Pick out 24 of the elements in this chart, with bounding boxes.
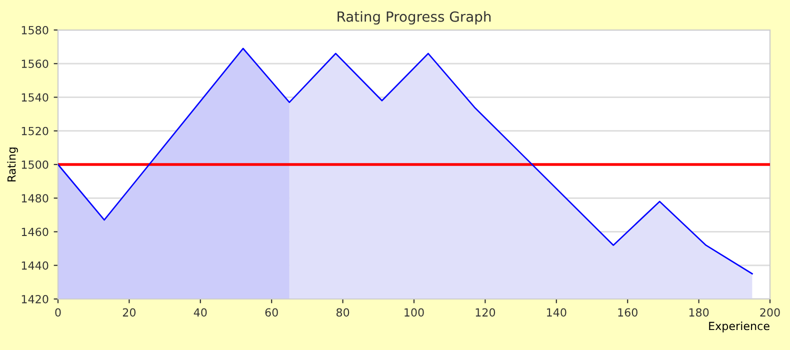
y-tick-label: 1500 [22, 160, 48, 169]
x-tick-label: 140 [547, 308, 566, 317]
x-axis-title: Experience [709, 322, 770, 332]
x-tick-label: 120 [476, 308, 496, 317]
x-tick-label: 0 [55, 308, 61, 317]
x-tick-label: 60 [265, 308, 278, 317]
x-tick-label: 180 [689, 308, 709, 317]
x-tick-label: 100 [404, 308, 424, 317]
chart-title: Rating Progress Graph [338, 11, 491, 25]
y-tick-label: 1520 [22, 126, 48, 136]
y-tick-label: 1560 [22, 60, 48, 68]
y-tick-label: 1540 [22, 93, 48, 102]
y-tick-label: 1480 [22, 194, 48, 203]
x-tick-label: 160 [618, 308, 638, 317]
x-tick-label: 80 [336, 308, 350, 317]
y-axis-title: Rating [7, 148, 18, 182]
line-series [58, 48, 753, 274]
x-tick-label: 40 [194, 308, 207, 317]
y-tick-label: 1420 [22, 294, 48, 304]
y-tick-label: 1440 [22, 261, 48, 270]
x-tick-label: 20 [122, 308, 136, 317]
y-tick-label: 1580 [22, 26, 48, 34]
x-tick-label: 200 [760, 308, 780, 317]
y-tick-label: 1460 [22, 228, 48, 236]
